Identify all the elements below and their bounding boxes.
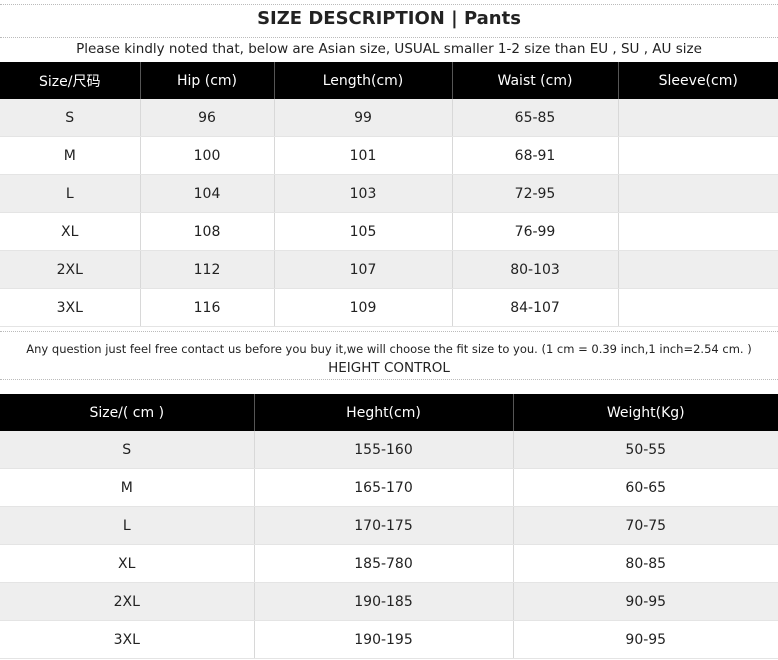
cell: S (0, 99, 140, 137)
cell: 99 (273, 99, 452, 137)
cell: 100 (139, 136, 274, 175)
cell: 65-85 (451, 99, 618, 137)
cell: 109 (273, 288, 452, 327)
row: 3XL 190-195 90-95 (0, 620, 778, 659)
cell: 116 (139, 288, 274, 327)
row: L 170-175 70-75 (0, 506, 778, 545)
cell: 107 (273, 250, 452, 289)
header-row: Size/尺码 Hip (cm) Length(cm) Waist (cm) Sleev… (0, 62, 778, 99)
header-row: Size/( cm ) Heght(cm) Weight(Kg) (0, 394, 778, 431)
row: S 155-160 50-55 (0, 431, 778, 469)
header-cell: Heght(cm) (253, 394, 513, 431)
section-title: HEIGHT CONTROL (328, 360, 450, 376)
header-cell: Size/尺码 (0, 62, 140, 99)
cell: 96 (139, 99, 274, 137)
cell: XL (0, 212, 140, 251)
row: 2XL 190-185 90-95 (0, 582, 778, 621)
cell: 68-91 (451, 136, 618, 175)
cell (617, 212, 778, 251)
header-cell: Weight(Kg) (512, 394, 778, 431)
cell: 3XL (0, 288, 140, 327)
note: Any question just feel free contact us b… (26, 342, 752, 356)
cell: 103 (273, 174, 452, 213)
cell: 185-780 (253, 544, 513, 583)
cell: L (0, 174, 140, 213)
divider (0, 379, 778, 380)
cell: 104 (139, 174, 274, 213)
divider (0, 331, 778, 332)
cell: 190-185 (253, 582, 513, 621)
cell: 190-195 (253, 620, 513, 659)
height-table: Size/( cm ) Heght(cm) Weight(Kg) S 155-160 50… (0, 394, 778, 659)
header-cell: Length(cm) (273, 62, 452, 99)
cell: 170-175 (253, 506, 513, 545)
row: 3XL 116 109 84-107 (0, 288, 778, 327)
cell: 2XL (0, 582, 254, 621)
cell: XL (0, 544, 254, 583)
cell: 155-160 (253, 431, 513, 469)
cell: S (0, 431, 254, 469)
cell (617, 136, 778, 175)
cell (617, 250, 778, 289)
divider (0, 4, 778, 5)
row: XL 185-780 80-85 (0, 544, 778, 583)
cell: 70-75 (512, 506, 778, 545)
header-cell: Waist (cm) (451, 62, 618, 99)
subtitle: Please kindly noted that, below are Asia… (76, 41, 702, 57)
row: S 96 99 65-85 (0, 99, 778, 137)
cell: 80-85 (512, 544, 778, 583)
title: SIZE DESCRIPTION | Pants (257, 8, 521, 29)
cell: 108 (139, 212, 274, 251)
cell: 3XL (0, 620, 254, 659)
row: M 165-170 60-65 (0, 468, 778, 507)
cell: 76-99 (451, 212, 618, 251)
row: 2XL 112 107 80-103 (0, 250, 778, 289)
row: M 100 101 68-91 (0, 136, 778, 175)
header-cell: Sleeve(cm) (617, 62, 778, 99)
row: L 104 103 72-95 (0, 174, 778, 213)
size-table: Size/尺码 Hip (cm) Length(cm) Waist (cm) Sleev… (0, 62, 778, 327)
cell: 112 (139, 250, 274, 289)
cell (617, 288, 778, 327)
cell: 80-103 (451, 250, 618, 289)
cell: M (0, 468, 254, 507)
cell: 90-95 (512, 620, 778, 659)
cell: 165-170 (253, 468, 513, 507)
divider (0, 37, 778, 38)
header-cell: Size/( cm ) (0, 394, 254, 431)
cell: 60-65 (512, 468, 778, 507)
cell: 105 (273, 212, 452, 251)
cell: 101 (273, 136, 452, 175)
cell: 90-95 (512, 582, 778, 621)
cell (617, 99, 778, 137)
row: XL 108 105 76-99 (0, 212, 778, 251)
cell: 72-95 (451, 174, 618, 213)
header-cell: Hip (cm) (139, 62, 274, 99)
cell: M (0, 136, 140, 175)
cell: 50-55 (512, 431, 778, 469)
cell: L (0, 506, 254, 545)
cell: 2XL (0, 250, 140, 289)
cell: 84-107 (451, 288, 618, 327)
cell (617, 174, 778, 213)
